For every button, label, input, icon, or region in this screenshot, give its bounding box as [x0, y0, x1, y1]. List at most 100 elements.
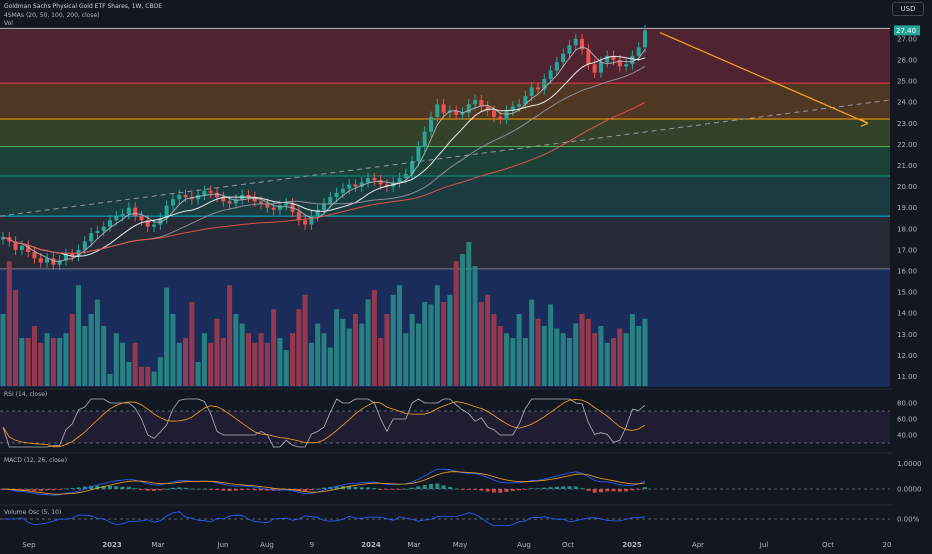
volume-bar [214, 318, 220, 386]
macd-bar [391, 489, 396, 490]
rsi-line [2, 398, 646, 448]
candle [13, 241, 18, 250]
volume-bar [585, 318, 591, 386]
volume-bar [145, 366, 151, 386]
volume-bar [554, 328, 560, 386]
candle [152, 224, 157, 227]
volume-bar [403, 333, 409, 386]
macd-bar [372, 488, 377, 489]
volume-bar [604, 342, 610, 386]
volume-bar [334, 309, 340, 386]
macd-bar [410, 487, 415, 489]
macd-bar [126, 486, 131, 489]
fib-zone-4 [0, 176, 890, 217]
candle [259, 201, 264, 204]
candle [410, 161, 415, 174]
macd-bar [554, 486, 559, 489]
candle [504, 110, 509, 120]
macd-bar [246, 489, 251, 490]
volume-bar [164, 287, 170, 386]
volume-bar [466, 242, 472, 386]
candle [215, 192, 219, 198]
candle [70, 254, 75, 257]
candle [139, 216, 144, 221]
macd-bar [586, 489, 591, 491]
macd-bar [384, 489, 389, 490]
price-tick-label: 26.00 [897, 56, 917, 64]
candle [252, 197, 257, 202]
macd-label[interactable]: MACD (12, 26, close) [4, 457, 67, 464]
volume-bar [497, 326, 503, 386]
macd-bar [548, 487, 553, 489]
macd-bar [567, 486, 572, 489]
volume-bar [201, 333, 207, 386]
candle [523, 95, 528, 105]
candle [82, 241, 87, 250]
volume-bar [264, 342, 270, 386]
rsi-tick-label: 60.00 [897, 416, 917, 424]
macd-bar [45, 489, 50, 491]
volume-bar [409, 314, 415, 386]
rsi-label[interactable]: RSI (14, close) [4, 391, 48, 398]
volume-bar [31, 326, 37, 386]
candle [397, 178, 402, 183]
volume-osc-label[interactable]: Volume Osc (5, 10) [4, 509, 62, 516]
volume-bar [239, 323, 245, 386]
volume-bar [170, 314, 176, 386]
macd-bar [95, 485, 100, 489]
volume-bar [157, 357, 163, 386]
rsi-tick-label: 80.00 [897, 400, 917, 408]
candle [592, 64, 597, 73]
macd-bar [473, 489, 478, 490]
volume-bar [25, 338, 31, 386]
volume-bar [623, 333, 629, 386]
macd-bar [479, 489, 484, 491]
macd-bar [580, 488, 585, 490]
price-tick-label: 21.00 [897, 162, 917, 170]
macd-bar [353, 486, 358, 489]
currency-button[interactable]: USD [892, 2, 924, 16]
candle [554, 62, 559, 71]
macd-bar [322, 487, 326, 489]
fib-zone-0 [0, 28, 890, 84]
macd-bar [447, 486, 452, 489]
volume-bar [132, 342, 138, 386]
volume-bar [315, 323, 321, 386]
volume-bar [611, 338, 617, 386]
macd-bar [429, 483, 433, 489]
volume-bar [290, 333, 296, 386]
macd-bar [592, 489, 597, 493]
ma-200-line [2, 101, 646, 254]
candle [372, 178, 377, 181]
ma-indicator-label[interactable]: 4SMAs (20, 50, 100, 200, close) [4, 12, 100, 19]
macd-bar [227, 489, 232, 492]
volume-bar [340, 318, 346, 386]
price-tick-label: 25.00 [897, 78, 917, 86]
volume-indicator-label[interactable]: Vol [4, 20, 13, 27]
volume-bar [359, 323, 365, 386]
macd-bar [240, 489, 245, 490]
candle [1, 237, 5, 240]
macd-bar [403, 488, 408, 490]
macd-bar [259, 489, 264, 491]
volume-bar [510, 338, 516, 386]
candle [573, 38, 578, 46]
macd-bar [624, 489, 629, 492]
macd-bar [145, 489, 150, 491]
volume-bar [208, 342, 214, 386]
time-tick-label: 2024 [361, 541, 381, 549]
volume-bar [453, 261, 459, 386]
volume-bar [541, 326, 547, 386]
volume-bar [447, 294, 453, 386]
macd-bar [605, 489, 610, 492]
volume-bar [560, 333, 566, 386]
macd-bar [63, 488, 68, 490]
candle [271, 207, 276, 210]
macd-bar [303, 489, 308, 492]
time-axis-bg [0, 538, 932, 550]
volume-bar [19, 338, 25, 386]
candle [170, 199, 175, 206]
candle [57, 260, 62, 265]
volume-bar [88, 314, 94, 386]
